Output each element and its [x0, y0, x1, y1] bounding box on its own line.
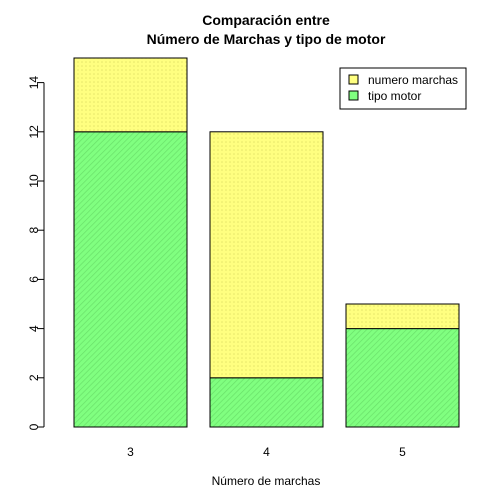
bar-segment-numero-marchas-5	[345, 303, 460, 330]
x-tick-label: 3	[127, 445, 134, 459]
y-tick-label: 12	[27, 125, 41, 139]
x-tick-label: 5	[399, 445, 406, 459]
legend-box	[339, 67, 467, 110]
y-tick-label: 8	[27, 227, 41, 234]
bar-segment-numero-marchas-3	[73, 57, 188, 133]
bar-segment-tipo-motor-3	[73, 131, 188, 428]
y-tick-label: 0	[27, 423, 41, 430]
bar-segment-tipo-motor-4	[209, 377, 324, 428]
bar-segment-numero-marchas-4	[209, 131, 324, 379]
bars-group	[73, 57, 460, 428]
y-tick-label: 4	[27, 325, 41, 332]
bar-segment-tipo-motor-5	[345, 328, 460, 428]
y-axis: 0 2 4 6 8 10 12 14	[27, 76, 45, 430]
x-axis-label: Número de marchas	[212, 474, 321, 488]
chart-title-line2: Número de Marchas y tipo de motor	[147, 31, 386, 47]
x-axis-tick-labels: 3 4 5	[127, 445, 406, 459]
y-tick-label: 6	[27, 276, 41, 283]
legend-label-tipo-motor: tipo motor	[368, 89, 421, 103]
legend: numero marchas tipo motor	[339, 67, 467, 110]
x-tick-label: 4	[263, 445, 270, 459]
chart-title-line1: Comparación entre	[202, 12, 330, 28]
y-tick-label: 10	[27, 174, 41, 188]
y-tick-label: 14	[27, 76, 41, 90]
y-tick-label: 2	[27, 374, 41, 381]
legend-label-numero-marchas: numero marchas	[368, 73, 458, 87]
legend-swatch-numero-marchas	[348, 74, 359, 85]
legend-swatch-tipo-motor	[348, 90, 359, 101]
